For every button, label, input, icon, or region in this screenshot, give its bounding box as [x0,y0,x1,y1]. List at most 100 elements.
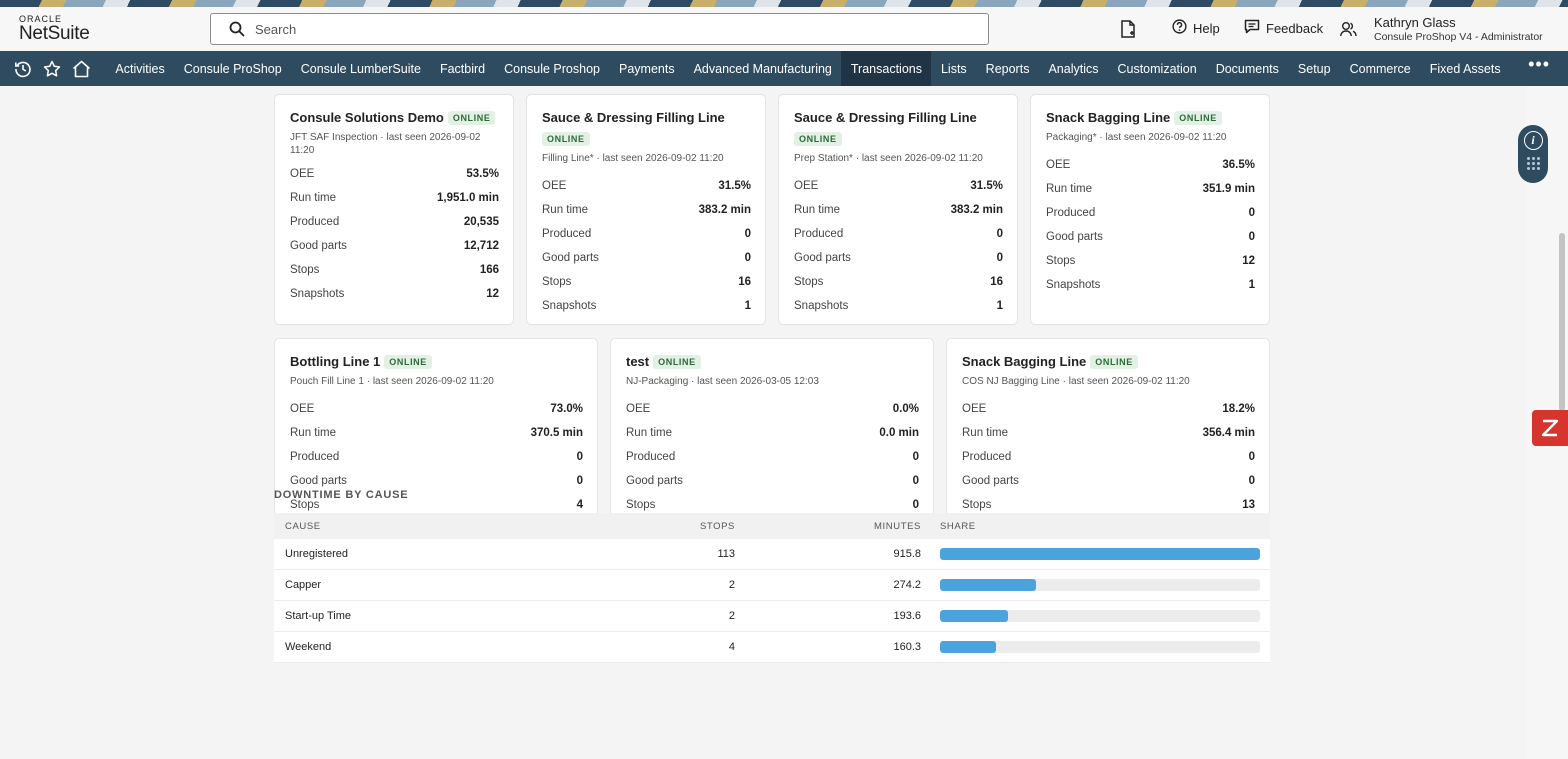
share-bar-fill [940,610,1008,622]
global-search[interactable] [210,13,989,45]
device-card[interactable]: Sauce & Dressing Filling Line ONLINE Fil… [526,94,766,325]
nav-payments[interactable]: Payments [619,61,675,76]
search-input[interactable] [255,21,955,37]
recent-records-button[interactable] [1120,20,1136,41]
metric-value: 12 [486,288,499,300]
metric-row-stops: Stops 0 [626,493,919,517]
help-label: Help [1193,20,1220,36]
share-cell [921,548,1270,560]
metric-row-produced: Produced 20,535 [290,210,499,234]
table-row[interactable]: Start-up Time 2 193.6 [274,601,1270,632]
metric-row-oee: OEE 0.0% [626,397,919,421]
status-badge: ONLINE [1090,355,1138,369]
device-card[interactable]: Sauce & Dressing Filling Line ONLINE Pre… [778,94,1018,325]
feedback-button[interactable]: Feedback [1244,19,1323,37]
minutes-cell: 274.2 [893,579,921,591]
metric-row-produced: Produced 0 [542,222,751,246]
metric-value: 1,951.0 min [436,192,499,204]
nav-consule-lumbersuite[interactable]: Consule LumberSuite [300,61,421,76]
page-scrollbar[interactable] [1559,233,1565,411]
metric-value: 1 [1248,279,1255,291]
metric-row-stops: Stops 4 [290,493,583,517]
user-menu[interactable]: Kathryn Glass Consule ProShop V4 - Admin… [1340,15,1543,44]
share-bar-track [940,610,1260,622]
info-icon[interactable]: i [1523,131,1543,150]
table-row[interactable]: Unregistered 113 915.8 [274,539,1270,570]
header-cause[interactable]: CAUSE [285,520,321,532]
device-name: Snack Bagging Line [962,354,1087,369]
metric-value: 1 [996,300,1003,312]
recent-history-icon[interactable] [9,51,38,86]
metric-label: OEE [542,180,567,192]
metric-row-run-time: Run time 356.4 min [962,421,1255,445]
page-info-widget[interactable]: i [1518,125,1548,183]
metric-row-stops: Stops 166 [290,258,499,282]
device-name: Bottling Line 1 [290,354,381,369]
help-button[interactable]: Help [1172,19,1220,37]
metric-value: 383.2 min [698,204,751,216]
device-name: test [626,354,650,369]
device-card[interactable]: Consule Solutions Demo ONLINE JFT SAF Ins… [274,94,514,325]
nav-commerce[interactable]: Commerce [1349,61,1411,76]
metric-label: OEE [794,180,819,192]
metric-label: Good parts [290,240,347,252]
netsuite-logo[interactable]: ORACLE NetSuite [19,14,90,44]
metric-label: Run time [794,204,841,216]
device-card[interactable]: Snack Bagging Line ONLINE Packaging* · la… [1030,94,1270,325]
metric-row-good-parts: Good parts 0 [962,469,1255,493]
device-name: Snack Bagging Line [1046,110,1171,125]
table-row[interactable]: Weekend 4 160.3 [274,632,1270,663]
metric-value: 0 [996,228,1003,240]
metric-row-oee: OEE 73.0% [290,397,583,421]
status-badge: ONLINE [542,132,590,146]
device-subtitle: Pouch Fill Line 1 · last seen 2026-09-02… [290,376,494,387]
nav-advanced-manufacturing[interactable]: Advanced Manufacturing [693,61,832,76]
nav-reports[interactable]: Reports [985,61,1030,76]
table-row[interactable]: Capper 2 274.2 [274,570,1270,601]
header-share[interactable]: SHARE [940,520,976,532]
nav-consule-proshop[interactable]: Consule ProShop [183,61,282,76]
share-bar-track [940,548,1260,560]
nav-activities[interactable]: Activities [115,61,165,76]
nav-fixed-assets[interactable]: Fixed Assets [1429,61,1501,76]
logo-oracle-text: ORACLE [19,14,63,24]
cause-cell: Weekend [285,641,332,653]
device-name: Consule Solutions Demo [290,110,444,125]
metric-label: Stops [290,264,320,276]
device-subtitle: JFT SAF Inspection · last seen 2026-09-0… [290,132,481,156]
nav-lists[interactable]: Lists [940,61,967,76]
nav-more-icon[interactable]: ••• [1528,54,1550,74]
header-stops[interactable]: STOPS [699,520,735,532]
metric-label: Produced [290,216,340,228]
drag-handle-icon[interactable] [1526,157,1540,170]
nav-customization[interactable]: Customization [1117,61,1197,76]
metric-value: 0 [576,475,583,487]
nav-analytics[interactable]: Analytics [1048,61,1099,76]
metric-label: Good parts [794,252,851,264]
metric-value: 0 [912,475,919,487]
metric-value: 73.0% [550,403,583,415]
user-roles-icon [1340,21,1357,42]
metric-value: 0.0 min [879,427,919,439]
downtime-table: CAUSE STOPS MINUTES SHARE Unregistered 1… [274,513,1270,663]
metric-label: Run time [962,427,1009,439]
feedback-label: Feedback [1266,20,1324,36]
support-widget-icon[interactable] [1532,410,1568,446]
help-icon [1172,19,1187,37]
metric-value: 16 [990,276,1003,288]
nav-transactions[interactable]: Transactions [841,51,932,86]
metric-row-good-parts: Good parts 0 [794,246,1003,270]
metric-label: Produced [962,451,1012,463]
share-cell [921,641,1270,653]
nav-documents[interactable]: Documents [1215,61,1279,76]
nav-consule-proshop-2[interactable]: Consule Proshop [504,61,600,76]
metric-value: 356.4 min [1202,427,1255,439]
header-minutes[interactable]: MINUTES [874,520,921,532]
share-cell [921,610,1270,622]
home-icon[interactable] [67,51,96,86]
nav-factbird[interactable]: Factbird [439,61,486,76]
favorites-star-icon[interactable] [38,51,67,86]
nav-setup[interactable]: Setup [1297,61,1331,76]
metric-label: Produced [794,228,844,240]
search-icon [229,21,245,37]
